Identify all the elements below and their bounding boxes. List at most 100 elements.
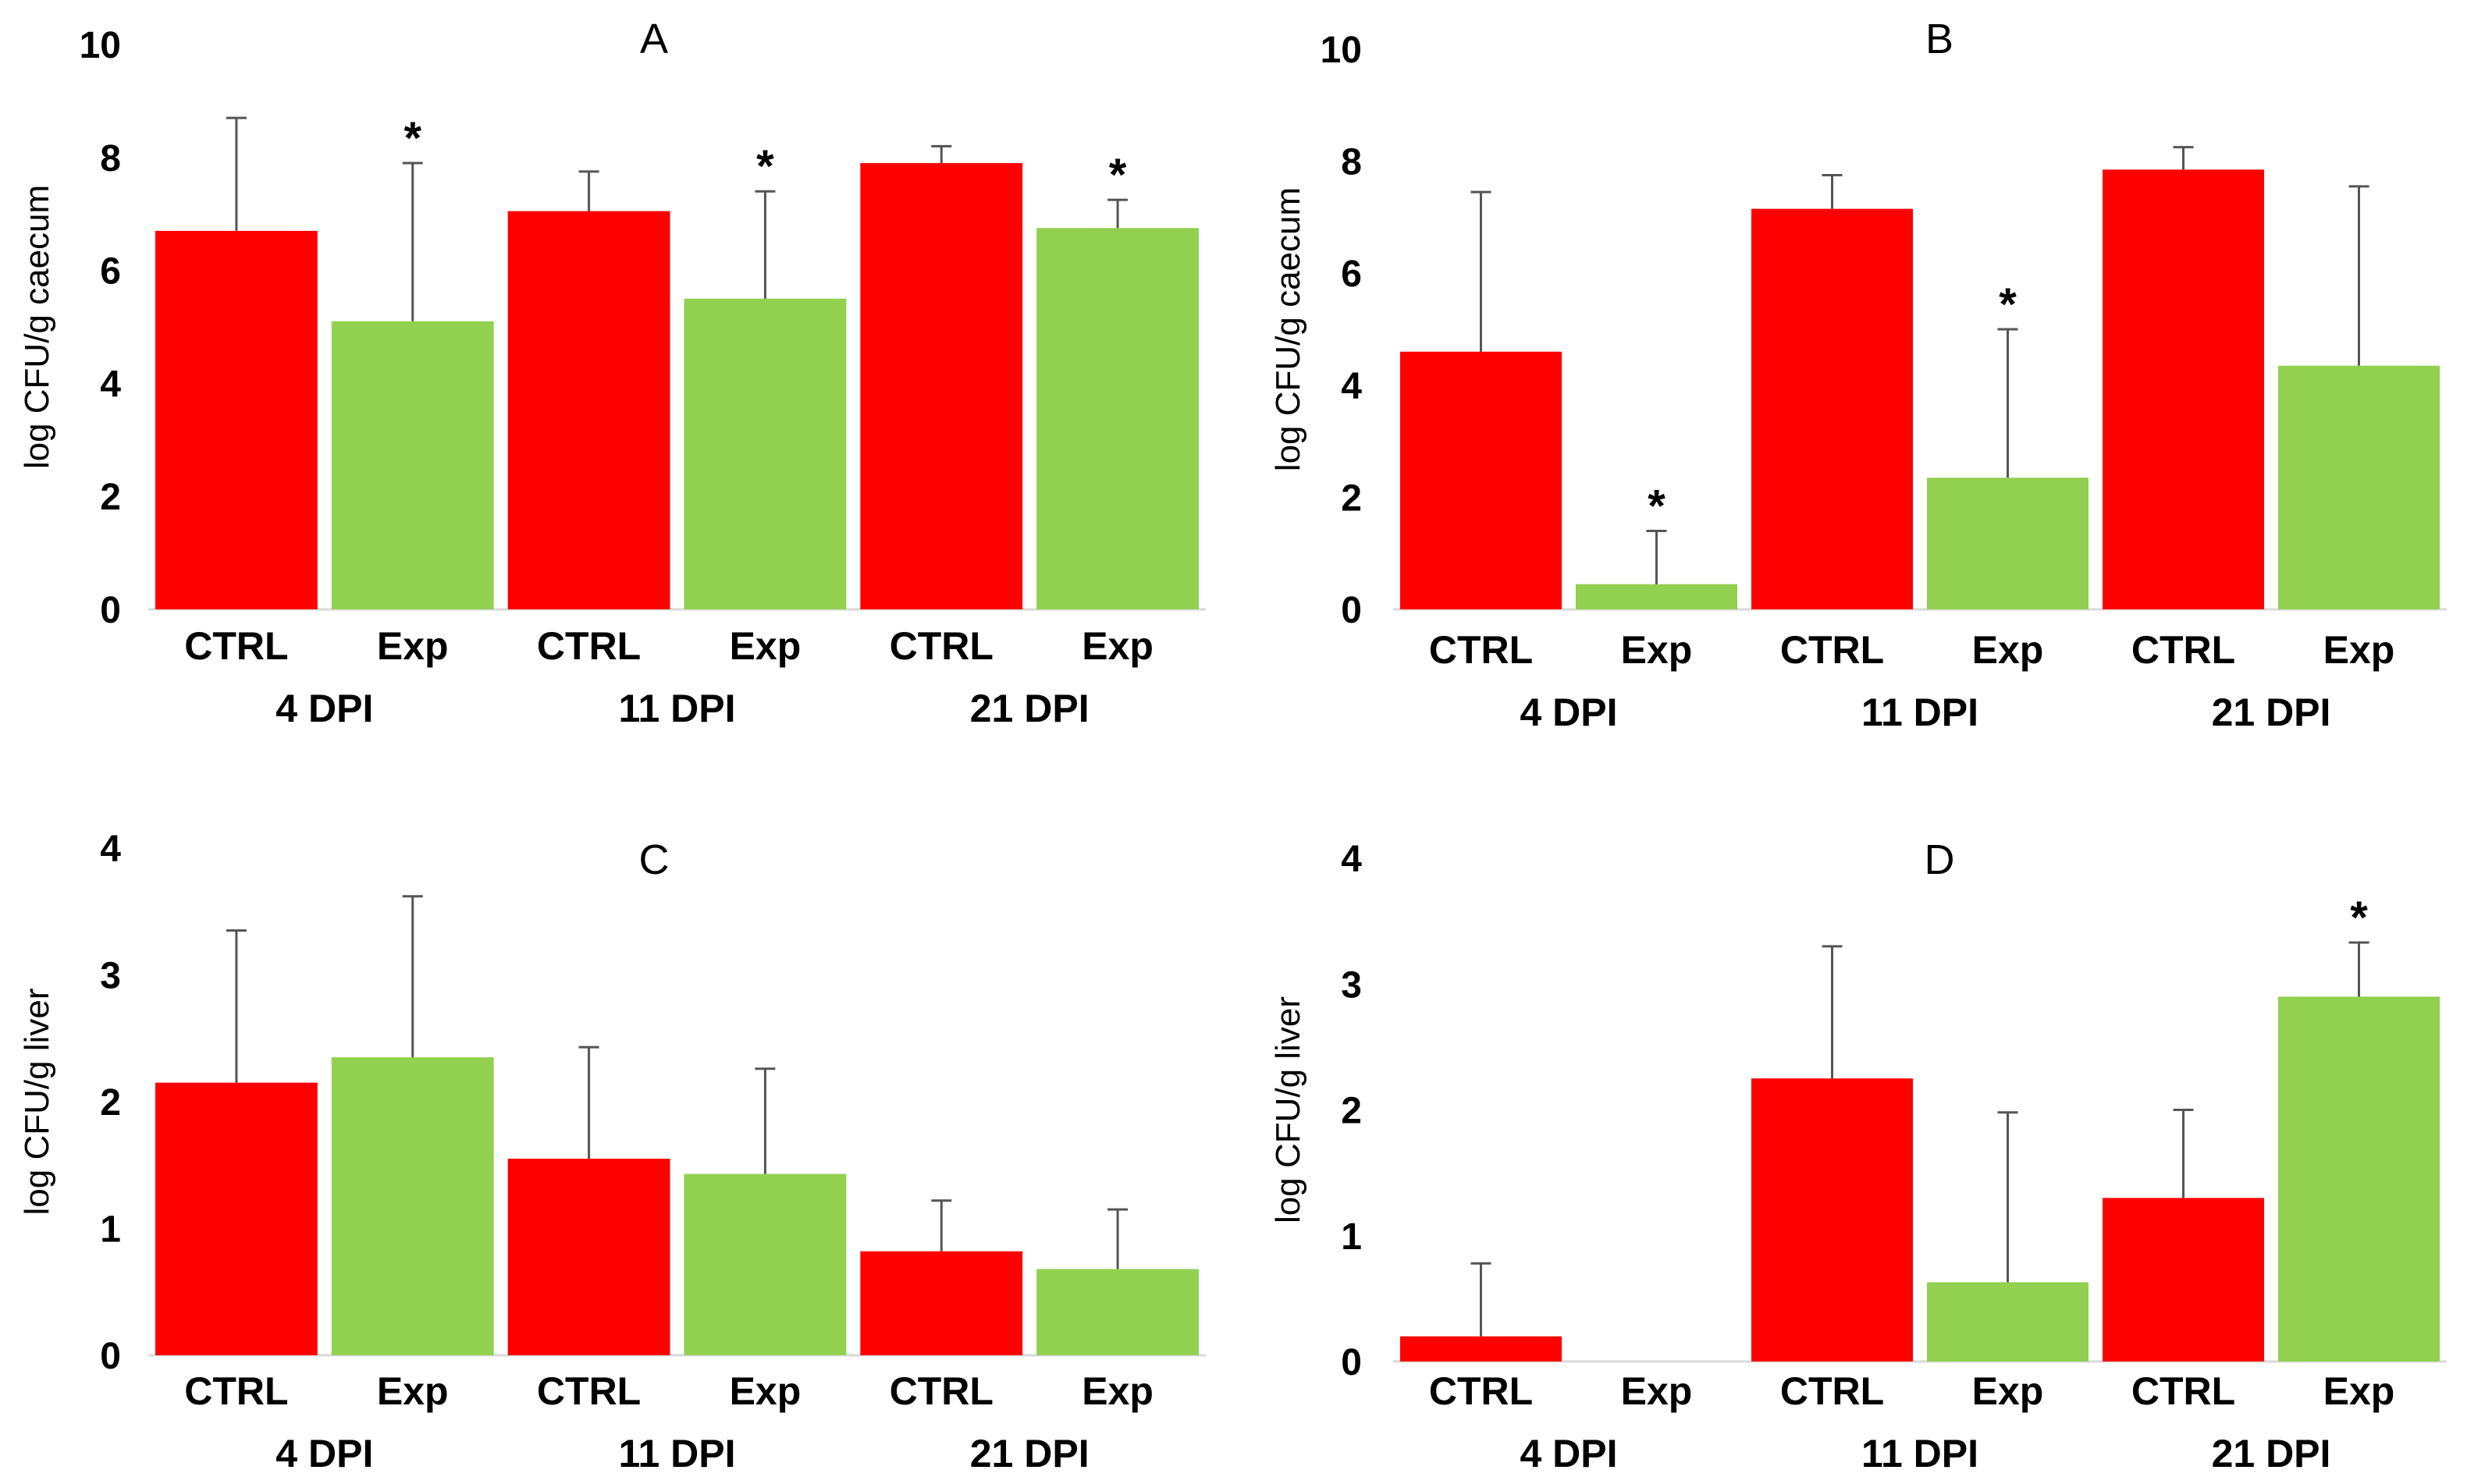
- y-tick-label: 0: [1341, 1342, 1362, 1383]
- x-category-label: CTRL: [184, 624, 288, 668]
- x-category-label: Exp: [1621, 628, 1693, 672]
- x-category-label: CTRL: [1780, 628, 1884, 672]
- bar-ctrl-11dpi: [1751, 208, 1913, 609]
- bar-exp-4dpi: [1576, 584, 1737, 609]
- y-axis-label-a: log CFU/g caecum: [18, 185, 56, 469]
- x-group-label: 11 DPI: [618, 687, 735, 730]
- x-category-label: Exp: [730, 1369, 802, 1413]
- y-tick-label: 2: [1341, 1091, 1362, 1132]
- x-category-label: Exp: [1972, 1369, 2044, 1413]
- chart-title-a: A: [640, 16, 668, 62]
- y-tick-label: 0: [1341, 590, 1362, 631]
- y-tick-label: 8: [100, 138, 121, 179]
- bar-exp-11dpi: [684, 298, 847, 609]
- bar-exp-11dpi: [1927, 1282, 2089, 1362]
- x-category-label: Exp: [2323, 1369, 2395, 1413]
- y-tick-label: 10: [1321, 30, 1362, 71]
- bar-ctrl-11dpi: [1751, 1078, 1913, 1362]
- y-tick-label: 4: [1341, 366, 1362, 407]
- bar-exp-21dpi: [1036, 1269, 1199, 1355]
- y-tick-label: 3: [1341, 964, 1362, 1006]
- y-tick-label: 2: [1341, 478, 1362, 519]
- bar-ctrl-4dpi: [1400, 351, 1562, 609]
- y-tick-label: 8: [1341, 142, 1362, 183]
- bar-exp-11dpi: [1927, 478, 2089, 609]
- y-tick-label: 1: [1341, 1216, 1362, 1258]
- x-group-label: 11 DPI: [1861, 691, 1978, 734]
- x-category-label: Exp: [2323, 628, 2395, 672]
- x-group-label: 4 DPI: [276, 687, 373, 730]
- x-category-label: Exp: [1082, 1369, 1154, 1413]
- x-category-label: CTRL: [537, 1369, 641, 1413]
- x-category-label: Exp: [730, 624, 802, 668]
- significance-star: *: [756, 141, 774, 192]
- x-category-label: CTRL: [2131, 1369, 2235, 1413]
- bar-exp-21dpi: [1036, 228, 1199, 609]
- x-category-label: CTRL: [2131, 628, 2235, 672]
- y-axis-label-b: log CFU/g caecum: [1269, 187, 1307, 471]
- y-tick-label: 3: [100, 956, 121, 997]
- x-group-label: 4 DPI: [276, 1432, 373, 1475]
- bar-exp-4dpi: [331, 1057, 494, 1355]
- x-group-label: 21 DPI: [970, 1432, 1090, 1475]
- bar-ctrl-4dpi: [155, 230, 318, 609]
- x-category-label: Exp: [1621, 1369, 1693, 1413]
- bar-ctrl-11dpi: [507, 1159, 670, 1355]
- bar-ctrl-21dpi: [2103, 1198, 2264, 1362]
- bar-ctrl-21dpi: [2103, 169, 2264, 609]
- y-tick-label: 10: [80, 25, 121, 66]
- y-tick-label: 2: [100, 1082, 121, 1124]
- x-category-label: Exp: [377, 1369, 449, 1413]
- x-category-label: CTRL: [537, 624, 641, 668]
- y-tick-label: 0: [100, 1336, 121, 1377]
- x-category-label: CTRL: [1429, 628, 1533, 672]
- x-category-label: CTRL: [1429, 1369, 1533, 1413]
- y-tick-label: 6: [100, 251, 121, 293]
- bar-exp-4dpi: [331, 321, 494, 609]
- bar-ctrl-21dpi: [860, 163, 1023, 610]
- bar-ctrl-4dpi: [155, 1082, 318, 1355]
- y-tick-label: 1: [100, 1209, 121, 1251]
- x-group-label: 21 DPI: [970, 687, 1090, 730]
- x-category-label: CTRL: [1780, 1369, 1884, 1413]
- x-group-label: 4 DPI: [1520, 1432, 1617, 1475]
- bar-ctrl-4dpi: [1400, 1336, 1562, 1362]
- x-category-label: CTRL: [184, 1369, 288, 1413]
- x-group-label: 21 DPI: [2212, 1432, 2331, 1475]
- x-category-label: Exp: [1082, 624, 1154, 668]
- y-axis-label-d: log CFU/g liver: [1269, 996, 1307, 1223]
- significance-star: *: [1648, 481, 1665, 531]
- significance-star: *: [2350, 893, 2368, 943]
- bar-ctrl-21dpi: [860, 1251, 1023, 1355]
- bar-exp-21dpi: [2278, 365, 2440, 609]
- chart-title-d: D: [1925, 836, 1955, 883]
- y-tick-label: 0: [100, 590, 121, 631]
- significance-star: *: [403, 113, 421, 164]
- significance-star: *: [1109, 150, 1127, 201]
- y-axis-label-c: log CFU/g liver: [18, 989, 56, 1216]
- x-category-label: CTRL: [890, 624, 994, 668]
- y-tick-label: 6: [1341, 254, 1362, 295]
- x-category-label: CTRL: [890, 1369, 994, 1413]
- x-category-label: Exp: [1972, 628, 2044, 672]
- y-tick-label: 2: [100, 477, 121, 518]
- x-category-label: Exp: [377, 624, 449, 668]
- y-tick-label: 4: [100, 829, 121, 870]
- significance-star: *: [1999, 279, 2017, 330]
- bar-ctrl-11dpi: [507, 211, 670, 609]
- x-group-label: 11 DPI: [1861, 1432, 1978, 1475]
- x-group-label: 11 DPI: [618, 1432, 735, 1475]
- bar-exp-11dpi: [684, 1173, 847, 1355]
- x-group-label: 21 DPI: [2212, 691, 2331, 734]
- x-group-label: 4 DPI: [1520, 691, 1617, 734]
- y-tick-label: 4: [1341, 839, 1362, 880]
- chart-title-b: B: [1925, 16, 1953, 62]
- y-tick-label: 4: [100, 364, 121, 405]
- chart-title-c: C: [639, 836, 670, 883]
- bar-exp-21dpi: [2278, 996, 2440, 1362]
